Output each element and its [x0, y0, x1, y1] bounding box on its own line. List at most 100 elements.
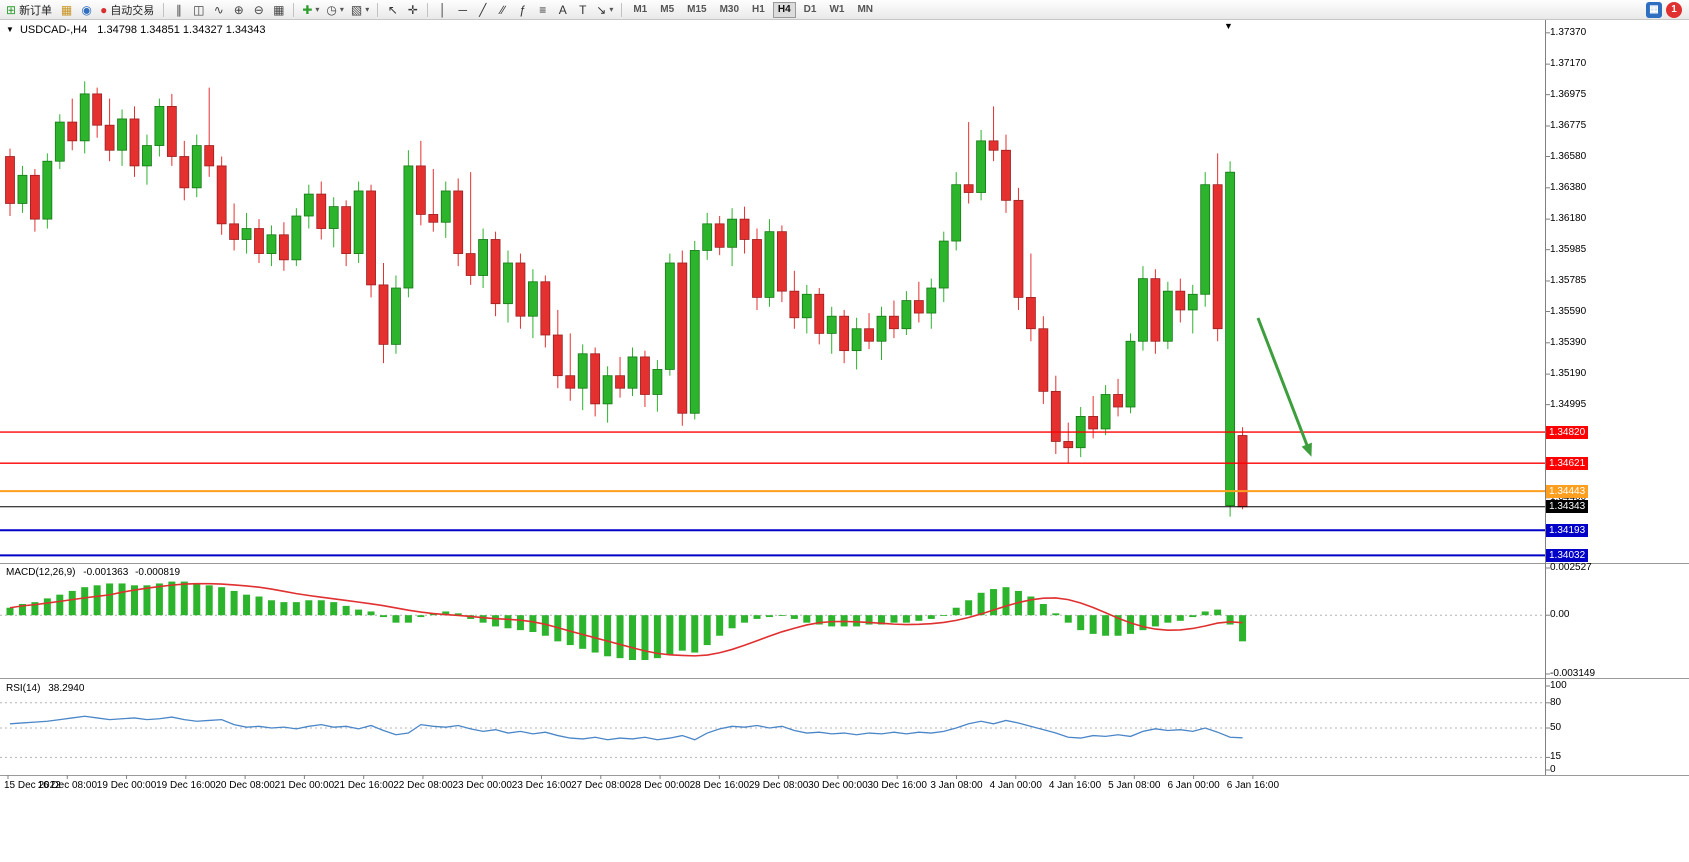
time-axis-label: 23 Dec 16:00	[511, 780, 572, 791]
current-bar-marker: ▼	[1224, 21, 1233, 31]
cursor-button[interactable]: ↖	[383, 1, 402, 19]
new-order-button-label: 新订单	[19, 4, 53, 17]
time-axis-label: 15 Dec 2022	[4, 780, 61, 791]
toolbar: ⊞ 新订单 ▦ ◉ ● 自动交易 ∥ ◫ ∿ ⊕ ⊖ ▦ ✚ ▾ ◷ ▾ ▧ ▾ ↖ ✛ │ ─ ╱ ∕∕ ƒ ≡ A T ↘ ▾ M1 M5…	[0, 0, 1689, 20]
templates-button[interactable]: ▧ ▾	[348, 1, 372, 19]
zoom-in-icon: ⊕	[233, 2, 244, 17]
indicators-icon: ✚	[302, 2, 313, 17]
price-axis-label: 1.35985	[1550, 243, 1587, 255]
zoom-in-button[interactable]: ⊕	[229, 1, 248, 19]
rsi-header: RSI(14) 38.2940	[6, 683, 84, 694]
price-tag-1.34621: 1.34621	[1546, 456, 1589, 470]
rsi-axis-label: 0	[1550, 764, 1556, 775]
ohlc-values: 1.34798 1.34851 1.34327 1.34343	[97, 24, 266, 36]
market-watch-icon: ◉	[81, 2, 92, 17]
price-tag-1.34820: 1.34820	[1546, 425, 1589, 439]
macd-panel	[0, 581, 1545, 661]
time-axis-label: 19 Dec 00:00	[96, 780, 157, 791]
line-chart-mode-button[interactable]: ∿	[209, 1, 228, 19]
text-icon: A	[558, 2, 567, 17]
fibonacci-icon: ƒ	[519, 2, 527, 17]
time-axis-label: 28 Dec 00:00	[630, 780, 690, 791]
horizontal-line-icon: ─	[458, 2, 467, 17]
time-axis-label: 6 Jan 16:00	[1226, 780, 1280, 791]
time-axis-label: 27 Dec 08:00	[571, 780, 631, 791]
time-axis-label: 29 Dec 08:00	[748, 780, 809, 791]
price-axis-label: 1.37170	[1550, 58, 1587, 70]
time-axis-label: 21 Dec 00:00	[274, 780, 335, 791]
rsi-panel	[0, 702, 1545, 758]
bar-chart-mode-icon: ∥	[175, 2, 182, 17]
dropdown-caret-icon: ▾	[339, 5, 344, 14]
candlesticks	[5, 81, 1248, 517]
tile-windows-button[interactable]: ▦	[269, 1, 288, 19]
crosshair-button[interactable]: ✛	[403, 1, 422, 19]
rsi-axis-label: 80	[1550, 696, 1562, 708]
autotrading-button[interactable]: ● 自动交易	[97, 1, 158, 19]
price-axis-label: 1.35785	[1550, 274, 1587, 286]
collapse-icon[interactable]: ▼	[6, 25, 14, 34]
dropdown-caret-icon: ▾	[315, 5, 320, 14]
rsi-axis-label: 50	[1550, 722, 1562, 733]
templates-icon: ▧	[350, 2, 363, 17]
time-axis-label: 19 Dec 16:00	[156, 780, 216, 791]
timeframe-m1-button[interactable]: M1	[633, 4, 648, 15]
price-axis-label: 1.36380	[1550, 181, 1587, 193]
time-axis-label: 28 Dec 16:00	[689, 780, 750, 791]
rsi-axis-label: 15	[1550, 751, 1562, 763]
trend-arrow	[1256, 317, 1312, 457]
bar-chart-mode-button[interactable]: ∥	[169, 1, 188, 19]
timeframe-h4-button[interactable]: H4	[772, 1, 796, 18]
grid-lines-button[interactable]: ≡	[533, 1, 552, 19]
time-axis-label: 5 Jan 08:00	[1108, 780, 1161, 791]
autotrading-button-label: 自动交易	[110, 4, 155, 17]
equidistant-channel-button[interactable]: ∕∕	[493, 1, 512, 19]
market-watch-button[interactable]: ◉	[77, 1, 96, 19]
new-order-icon: ⊞	[6, 2, 17, 17]
timeframe-w1-button[interactable]: W1	[829, 4, 845, 15]
horizontal-line-button[interactable]: ─	[453, 1, 472, 19]
time-axis-label: 20 Dec 08:00	[215, 780, 275, 791]
new-order-button[interactable]: ⊞ 新订单	[3, 1, 56, 19]
timeframe-m30-button[interactable]: M30	[719, 4, 740, 15]
notification-count-badge[interactable]: 1	[1666, 1, 1682, 18]
timeframe-mn-button[interactable]: MN	[857, 4, 873, 15]
new-window-icon[interactable]: ▦	[1646, 1, 1662, 18]
fibonacci-button[interactable]: ƒ	[513, 1, 532, 19]
price-axis[interactable]	[1546, 20, 1689, 775]
time-axis-label: 4 Jan 00:00	[989, 780, 1042, 791]
candlestick-mode-button[interactable]: ◫	[189, 1, 208, 19]
periods-icon: ◷	[326, 2, 337, 17]
dropdown-caret-icon: ▾	[365, 5, 370, 14]
macd-axis-label: -0.003149	[1550, 668, 1596, 679]
periods-button[interactable]: ◷ ▾	[323, 1, 347, 19]
charts-button[interactable]: ▦	[57, 1, 76, 19]
time-axis-label: 22 Dec 08:00	[393, 780, 453, 791]
arrows-icon: ↘	[596, 2, 607, 17]
macd-label: MACD(12,26,9)	[6, 567, 76, 578]
zoom-out-button[interactable]: ⊖	[249, 1, 268, 19]
rsi-axis-label: 100	[1550, 680, 1567, 691]
time-axis-label: 4 Jan 16:00	[1048, 780, 1102, 791]
timeframe-d1-button[interactable]: D1	[803, 4, 817, 15]
time-ticks	[7, 775, 1254, 779]
timeframe-h1-button[interactable]: H1	[752, 4, 765, 15]
macd-header: MACD(12,26,9) -0.001363 -0.000819	[6, 567, 180, 578]
time-axis-label: 30 Dec 00:00	[808, 780, 868, 791]
indicators-button[interactable]: ✚ ▾	[299, 1, 322, 19]
text-label-button[interactable]: T	[573, 1, 592, 19]
arrows-button[interactable]: ↘ ▾	[593, 1, 616, 19]
candlestick-mode-icon: ◫	[193, 2, 205, 17]
timeframe-m15-button[interactable]: M15	[687, 4, 707, 15]
text-button[interactable]: A	[553, 1, 572, 19]
time-axis-label: 21 Dec 16:00	[333, 780, 394, 791]
toolbar-separator	[427, 2, 429, 17]
trendline-button[interactable]: ╱	[473, 1, 492, 19]
rsi-label: RSI(14)	[6, 683, 41, 694]
price-axis-label: 1.34995	[1550, 398, 1587, 410]
timeframe-m5-button[interactable]: M5	[660, 4, 675, 15]
cursor-icon: ↖	[387, 2, 398, 17]
vertical-line-button[interactable]: │	[433, 1, 452, 19]
